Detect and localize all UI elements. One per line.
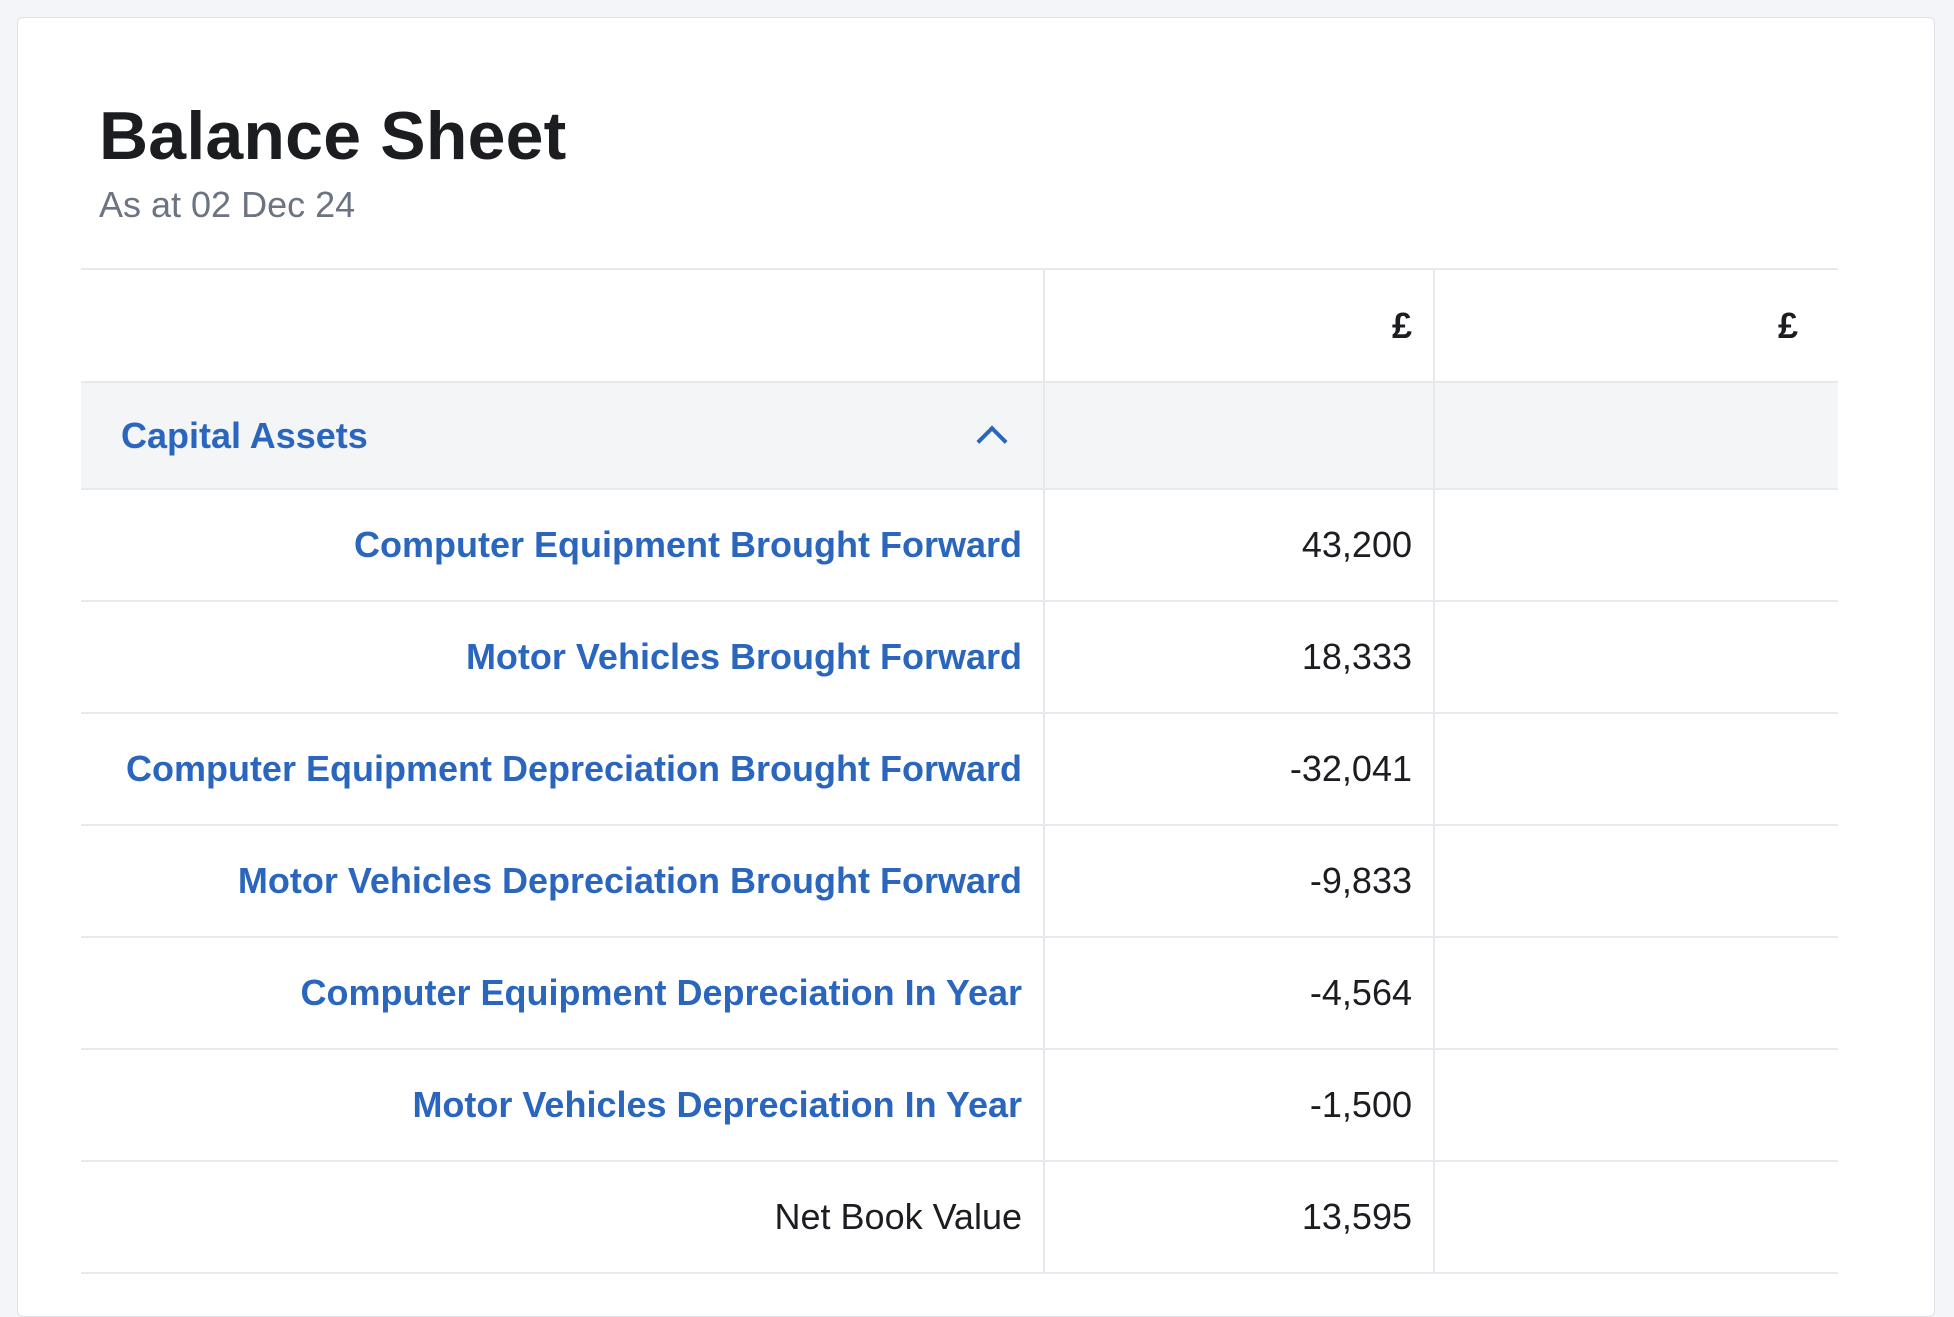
section-amount-cell bbox=[1043, 381, 1434, 489]
section-label[interactable]: Capital Assets bbox=[121, 414, 368, 456]
row-amount: 18,333 bbox=[1043, 600, 1434, 713]
row-amount: 43,200 bbox=[1043, 488, 1434, 601]
table-row: Motor Vehicles Brought Forward 18,333 bbox=[81, 600, 1838, 713]
row-total bbox=[1433, 712, 1838, 825]
table-row: Computer Equipment Brought Forward 43,20… bbox=[81, 488, 1838, 601]
row-amount: -4,564 bbox=[1043, 936, 1434, 1049]
report-date: As at 02 Dec 24 bbox=[99, 184, 356, 225]
row-label-link[interactable]: Computer Equipment Brought Forward bbox=[81, 488, 1044, 601]
row-amount: -9,833 bbox=[1043, 824, 1434, 937]
net-book-value-row: Net Book Value 13,595 bbox=[81, 1160, 1838, 1274]
row-total bbox=[1433, 936, 1838, 1049]
net-book-value-total bbox=[1433, 1160, 1838, 1274]
row-total bbox=[1433, 600, 1838, 713]
header-description bbox=[81, 268, 1044, 382]
net-book-value-label: Net Book Value bbox=[81, 1160, 1044, 1274]
row-total bbox=[1433, 488, 1838, 601]
row-label-link[interactable]: Motor Vehicles Depreciation In Year bbox=[81, 1048, 1044, 1161]
row-label-link[interactable]: Computer Equipment Depreciation In Year bbox=[81, 936, 1044, 1049]
row-label-link[interactable]: Motor Vehicles Depreciation Brought Forw… bbox=[81, 824, 1044, 937]
header-currency-amount: £ bbox=[1043, 268, 1434, 382]
row-label-link[interactable]: Motor Vehicles Brought Forward bbox=[81, 600, 1044, 713]
chevron-up-icon[interactable] bbox=[976, 424, 1008, 457]
row-total bbox=[1433, 1048, 1838, 1161]
table-row: Motor Vehicles Depreciation Brought Forw… bbox=[81, 824, 1838, 937]
balance-sheet-table: £ £ Capital Assets Computer Equipment Br… bbox=[81, 268, 1838, 1274]
row-amount: -1,500 bbox=[1043, 1048, 1434, 1161]
section-row-capital-assets[interactable]: Capital Assets bbox=[81, 381, 1838, 489]
table-row: Computer Equipment Depreciation Brought … bbox=[81, 712, 1838, 825]
table-header-row: £ £ bbox=[81, 268, 1838, 382]
row-amount: -32,041 bbox=[1043, 712, 1434, 825]
header-currency-total: £ bbox=[1433, 268, 1838, 382]
section-total-cell bbox=[1433, 381, 1838, 489]
row-label-link[interactable]: Computer Equipment Depreciation Brought … bbox=[81, 712, 1044, 825]
page-title: Balance Sheet bbox=[99, 98, 567, 174]
table-row: Computer Equipment Depreciation In Year … bbox=[81, 936, 1838, 1049]
table-row: Motor Vehicles Depreciation In Year -1,5… bbox=[81, 1048, 1838, 1161]
row-total bbox=[1433, 824, 1838, 937]
net-book-value-amount: 13,595 bbox=[1043, 1160, 1434, 1274]
section-cell: Capital Assets bbox=[81, 381, 1044, 489]
